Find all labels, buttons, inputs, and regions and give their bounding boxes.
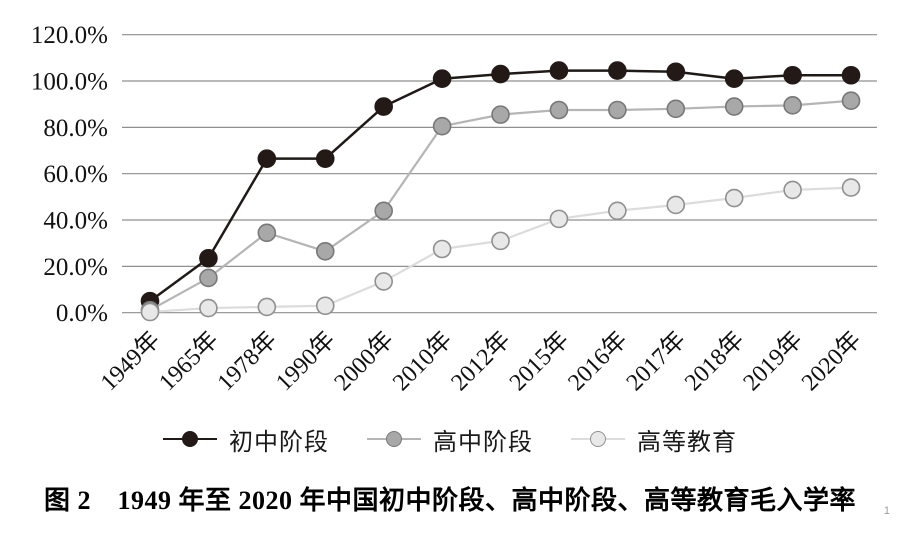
data-point <box>608 100 627 120</box>
x-tick-label: 2012年 <box>446 326 516 396</box>
x-tick-label: 2000年 <box>329 326 399 396</box>
data-point <box>491 231 510 251</box>
data-point <box>199 248 218 268</box>
data-point <box>841 178 861 197</box>
data-point <box>666 62 686 82</box>
legend-item-senior-high: 高中阶段 <box>367 422 533 457</box>
x-tick-label: 2010年 <box>387 326 457 396</box>
x-tick-label: 2018年 <box>679 326 749 396</box>
data-point <box>257 149 277 168</box>
data-point <box>783 180 802 200</box>
legend-marker-higher-education-icon <box>571 430 625 448</box>
data-point <box>315 296 335 316</box>
y-tick-label: 0.0% <box>56 300 108 327</box>
data-point <box>432 239 452 259</box>
x-tick-label: 1965年 <box>154 326 224 396</box>
y-tick-label: 80.0% <box>43 115 108 142</box>
data-point <box>199 298 218 318</box>
legend-item-higher-education: 高等教育 <box>571 422 737 457</box>
y-tick-label: 100.0% <box>31 69 108 96</box>
data-point <box>432 69 452 89</box>
data-point <box>783 96 802 115</box>
legend: 初中阶段 高中阶段 高等教育 <box>0 422 900 457</box>
x-tick-label: 2020年 <box>796 326 866 396</box>
legend-item-junior-middle: 初中阶段 <box>163 422 329 457</box>
y-tick-label: 40.0% <box>43 208 108 235</box>
y-axis-labels: 0.0% 20.0% 40.0% 60.0% 80.0% 100.0% 120.0% <box>31 22 108 327</box>
legend-marker-senior-high-icon <box>367 430 421 448</box>
data-point <box>140 302 160 322</box>
x-tick-label: 2019年 <box>738 326 808 396</box>
data-point <box>666 195 686 215</box>
series-plot <box>140 61 861 322</box>
data-point <box>315 149 335 168</box>
legend-label-senior-high: 高中阶段 <box>433 429 533 456</box>
legend-label-junior-middle: 初中阶段 <box>229 429 329 456</box>
data-point <box>724 188 744 208</box>
data-point <box>374 97 393 116</box>
data-point <box>724 97 744 116</box>
y-tick-label: 120.0% <box>31 22 108 49</box>
x-axis-labels: 1949年1965年1978年1990年2000年2010年2012年2015年… <box>95 326 866 396</box>
data-point <box>783 65 802 85</box>
figure-caption: 图 2 1949 年至 2020 年中国初中阶段、高中阶段、高等教育毛入学率 <box>43 486 856 515</box>
data-point <box>549 209 569 229</box>
data-point <box>257 223 277 243</box>
legend-label-higher-education: 高等教育 <box>637 429 737 456</box>
x-tick-label: 2015年 <box>504 326 574 396</box>
data-point <box>549 100 569 120</box>
data-point <box>374 201 393 221</box>
data-point <box>315 242 335 261</box>
x-tick-label: 1978年 <box>212 326 282 396</box>
x-tick-label: 1990年 <box>270 326 340 396</box>
x-tick-label: 2016年 <box>563 326 633 396</box>
data-point <box>491 105 510 124</box>
y-tick-label: 20.0% <box>43 254 108 281</box>
data-point <box>257 297 277 317</box>
x-tick-label: 2017年 <box>621 326 691 396</box>
data-point <box>608 201 627 221</box>
series-line <box>149 99 852 312</box>
legend-marker-junior-middle-icon <box>163 430 217 448</box>
data-point <box>491 64 510 84</box>
data-point <box>666 99 686 119</box>
data-point <box>432 116 452 136</box>
data-point <box>841 91 861 111</box>
data-point <box>724 69 744 89</box>
data-point <box>549 61 569 80</box>
chart-svg: 0.0% 20.0% 40.0% 60.0% 80.0% 100.0% 120.0% 194… <box>31 22 877 396</box>
y-tick-label: 60.0% <box>43 161 108 188</box>
page-number: 1 <box>883 505 890 517</box>
data-point <box>608 61 627 80</box>
data-point <box>374 272 393 291</box>
x-tick-label: 1949年 <box>95 326 165 396</box>
data-point <box>841 65 861 85</box>
data-point <box>199 268 218 288</box>
